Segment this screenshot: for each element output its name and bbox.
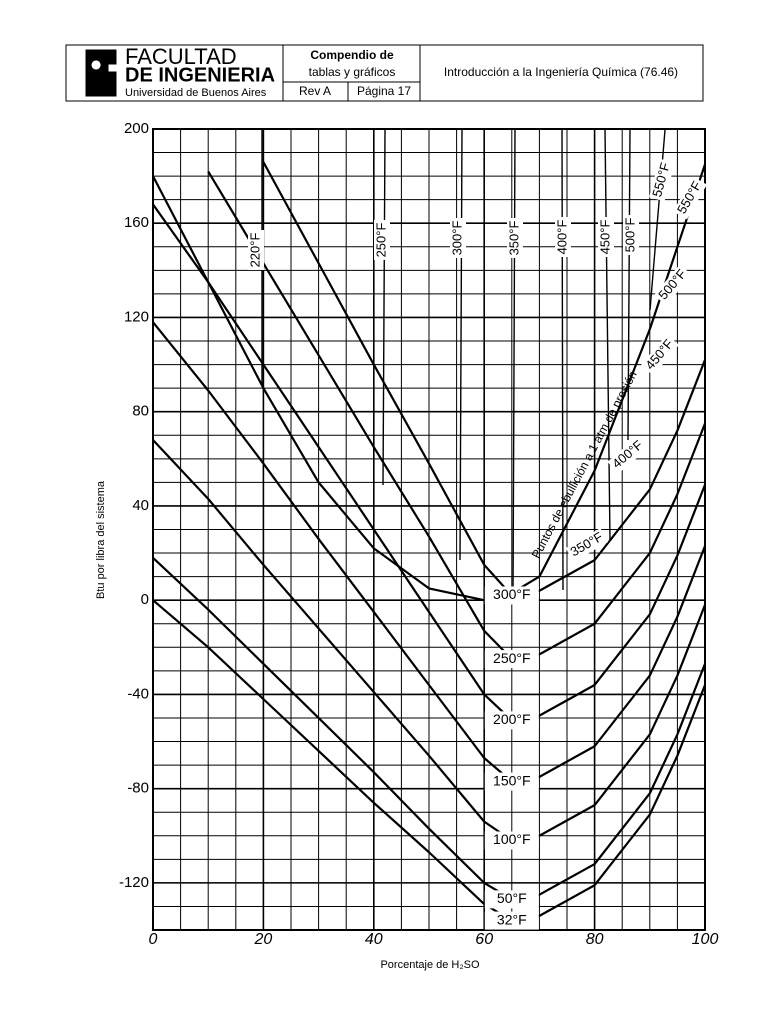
series-line (152, 203, 707, 722)
label-bg (555, 217, 571, 257)
label-bg (641, 334, 679, 376)
y-tick-label: -80 (127, 780, 149, 797)
tie-line (604, 129, 611, 541)
y-tick-label: 120 (124, 308, 149, 325)
tie-line (627, 129, 631, 441)
header-box (65, 44, 704, 102)
label-bg (484, 586, 539, 605)
course-title: Introducción a la Ingeniería Química (76… (444, 65, 678, 79)
logo-text: Universidad de Buenos Aires (125, 87, 267, 99)
header (65, 44, 704, 102)
series-label: 50°F (497, 890, 527, 906)
doc-title: Compendio de (310, 48, 394, 62)
series-line (207, 170, 707, 661)
isotherm-label: 450°F (597, 220, 612, 255)
plot-frame (152, 128, 706, 931)
x-axis-title: Porcentaje de H₂SO (380, 959, 479, 971)
label-bg (598, 217, 614, 257)
isotherm-label: 300°F (449, 221, 464, 256)
label-bg (623, 215, 639, 255)
logo-text: DE INGENIERIA (125, 64, 275, 86)
tie-line (459, 129, 463, 561)
series-line (152, 599, 707, 922)
isotherm-label: 220°F (247, 233, 262, 268)
series-label: 150°F (493, 772, 531, 788)
x-tick-label: 40 (365, 931, 383, 948)
logo-text: FACULTAD (125, 44, 237, 69)
tie-line (561, 129, 564, 591)
y-tick-label: -40 (127, 685, 149, 702)
series-label: 100°F (493, 831, 531, 847)
isotherm-label: 400°F (554, 220, 569, 255)
label-bg (484, 650, 539, 669)
isotherm-label: 500°F (622, 218, 637, 253)
x-tick-label: 80 (586, 931, 604, 948)
series-label: 300°F (493, 586, 531, 602)
label-bg (450, 218, 466, 258)
label-bg (565, 528, 609, 562)
label-bg (248, 230, 264, 270)
label-bg (673, 176, 707, 220)
y-tick-label: 0 (141, 591, 149, 608)
tie-line (382, 129, 386, 486)
isotherm-label: 550°F (674, 179, 704, 217)
x-tick-label: 100 (692, 931, 719, 948)
label-bg (484, 890, 539, 909)
page-number: Página 17 (357, 84, 411, 98)
y-tick-label: 80 (132, 403, 149, 420)
y-tick-label: 200 (124, 120, 149, 137)
y-tick-label: -120 (119, 874, 149, 891)
label-bg (484, 911, 539, 930)
series-line (152, 321, 707, 783)
label-bg (484, 772, 539, 791)
label-bg (374, 220, 390, 260)
series-line (152, 556, 707, 901)
x-tick-label: 0 (149, 931, 158, 948)
y-axis-title: Btu por libra del sistema (95, 480, 107, 599)
tie-line (512, 129, 516, 598)
series-line (152, 163, 707, 602)
label-bg (484, 711, 539, 730)
label-bg (507, 218, 523, 258)
series-label: 250°F (493, 650, 531, 666)
y-tick-label: 160 (124, 214, 149, 231)
label-bg (484, 831, 539, 850)
x-tick-label: 60 (475, 931, 493, 948)
series-label: 200°F (493, 711, 531, 727)
doc-title: tablas y gráficos (309, 65, 396, 79)
isotherm-label: 250°F (373, 223, 388, 258)
series-label: 32°F (497, 911, 527, 927)
isotherm-label: 350°F (506, 221, 521, 256)
revision: Rev A (299, 84, 331, 98)
y-tick-label: 40 (132, 497, 149, 514)
label-bg (607, 436, 649, 474)
series-line (152, 439, 707, 842)
label-bg (649, 158, 675, 202)
label-bg (654, 264, 692, 306)
logo-emblem (85, 49, 117, 97)
x-tick-label: 20 (254, 931, 273, 948)
